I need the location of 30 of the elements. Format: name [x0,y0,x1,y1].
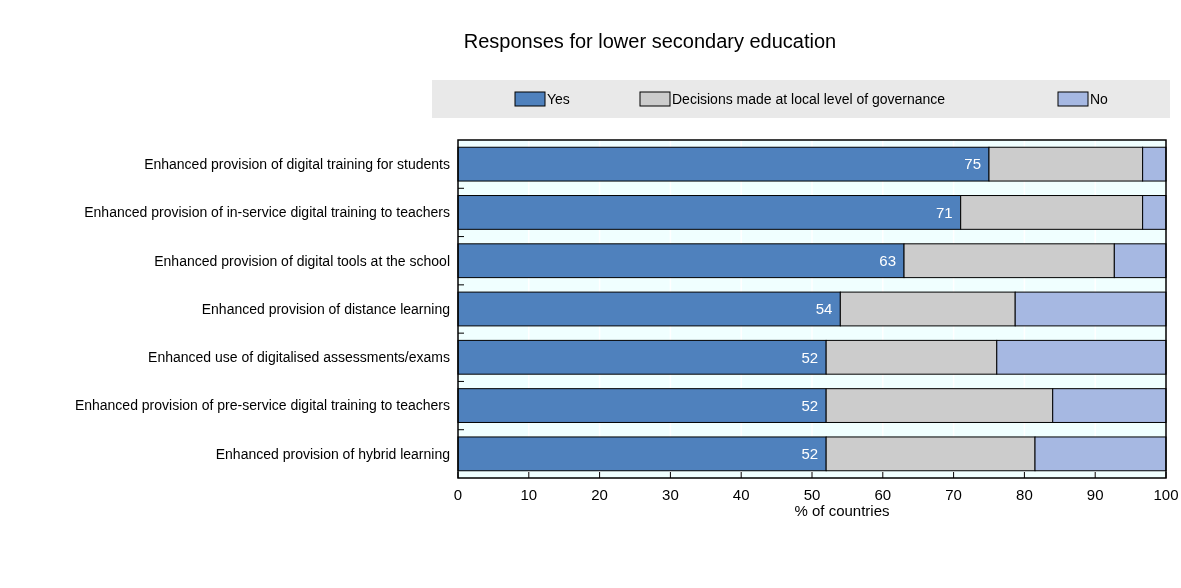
x-tick-label: 20 [591,486,608,503]
data-label: 75 [964,155,981,173]
data-label: 63 [879,251,897,269]
x-tick-label: 100 [1153,486,1179,503]
x-tick-label: 30 [662,486,679,503]
data-label: 52 [801,396,819,414]
x-tick-label: 10 [520,486,538,503]
y-tick-label: Enhanced provision of digital tools at the school [154,252,450,269]
chart-title: Responses for lower secondary education [463,30,837,52]
x-tick-label: 0 [453,486,463,503]
legend-label: Decisions made at local level of governance [672,91,946,107]
y-tick-label: Enhanced provision of hybrid learning [215,445,450,462]
y-tick-label: Enhanced provision of pre-service digital training to teachers [74,397,450,414]
x-axis-title: % of countries [794,502,890,519]
legend-label: No [1090,91,1109,107]
data-label: 52 [801,348,819,366]
x-tick-label: 80 [1016,486,1033,503]
legend-label: Yes [547,91,570,107]
y-tick-label: Enhanced provision of distance learning [201,300,450,317]
x-tick-label: 90 [1086,486,1104,503]
y-tick-label: Enhanced provision of in-service digital training to teachers [84,204,450,221]
data-label: 54 [815,300,833,318]
data-label: 71 [935,203,953,221]
x-tick-label: 40 [732,486,750,503]
x-tick-label: 50 [803,486,821,503]
x-tick-label: 60 [874,486,892,503]
x-tick-label: 70 [945,486,962,503]
y-tick-label: Enhanced use of digitalised assessments/exams [148,349,450,366]
y-tick-label: Enhanced provision of digital training for students [144,156,450,173]
data-label: 52 [801,445,819,463]
